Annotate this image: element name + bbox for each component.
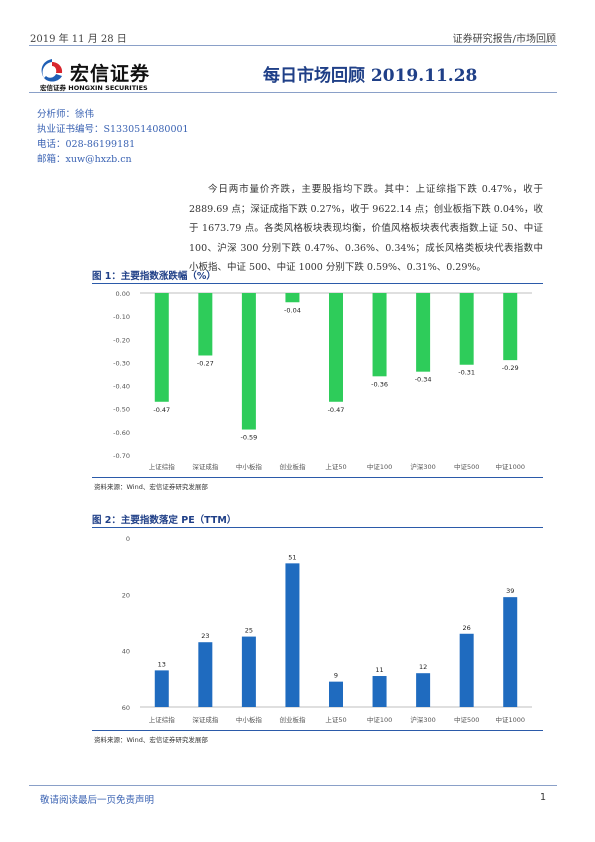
logo-subtitle: 宏信证券 HONGXIN SECURITIES: [40, 84, 148, 92]
figure-1-title: 图 1：主要指数涨跌幅（%）: [92, 271, 216, 282]
license-number: 执业证书编号：S1330514080001: [37, 124, 189, 135]
email[interactable]: 邮箱：xuw@hxzb.cn: [37, 154, 132, 165]
page-number: 1: [540, 792, 547, 803]
bar: [459, 633, 474, 707]
x-tick-label: 中小板指: [236, 462, 263, 471]
bar: [198, 293, 213, 356]
bar: [198, 642, 213, 707]
x-tick-label: 中证100: [367, 462, 392, 471]
y-tick-label: 0: [126, 535, 130, 543]
data-label: 39: [506, 587, 514, 595]
x-tick-label: 上证综指: [149, 715, 176, 724]
data-label: 51: [288, 553, 296, 561]
report-date: 2019 年 11 月 28 日: [30, 34, 127, 45]
bar: [416, 673, 431, 707]
bar: [372, 293, 387, 377]
logo-name: 宏信证券: [70, 63, 151, 85]
bar: [329, 293, 343, 402]
figure-2-bottom-rule: [92, 730, 543, 731]
x-tick-label: 创业板指: [279, 715, 306, 724]
x-tick-label: 沪深300: [410, 715, 435, 724]
report-category: 证券研究报告/市场回顾: [452, 34, 556, 45]
data-label: -0.34: [415, 376, 432, 384]
data-label: 26: [463, 624, 471, 632]
x-tick-label: 中证500: [454, 715, 479, 724]
data-label: 13: [158, 660, 166, 668]
data-label: 9: [334, 672, 338, 680]
figure-1-top-rule: [92, 283, 543, 284]
x-tick-label: 中证1000: [495, 462, 525, 471]
data-label: -0.04: [284, 306, 301, 314]
x-tick-label: 上证综指: [149, 462, 176, 471]
bar: [503, 293, 518, 361]
x-tick-label: 上证50: [325, 715, 346, 724]
x-tick-label: 深证成指: [192, 715, 219, 724]
footer-divider: [29, 785, 557, 786]
data-label: 25: [245, 627, 253, 635]
x-tick-label: 创业板指: [279, 462, 306, 471]
figure-2-source: 资料来源：Wind、宏信证券研究发展部: [94, 736, 208, 744]
y-tick-label: -0.40: [113, 383, 130, 391]
data-label: -0.36: [371, 380, 388, 388]
figure-2-title: 图 2：主要指数落定 PE（TTM）: [92, 515, 237, 526]
bar: [285, 293, 300, 303]
data-label: 23: [201, 632, 209, 640]
logo-mark-icon: [41, 59, 63, 82]
figure-2-top-rule: [92, 527, 543, 528]
bar: [154, 670, 169, 707]
y-tick-label: 40: [122, 648, 130, 656]
bar: [285, 563, 300, 707]
analyst: 分析师：徐伟: [37, 109, 95, 120]
figure-1-source: 资料来源：Wind、宏信证券研究发展部: [94, 483, 208, 491]
page-title: 每日市场回顾 2019.11.28: [263, 66, 478, 86]
y-tick-label: -0.10: [113, 313, 130, 321]
chart-index-pe: 0 20 40 60 13 上证综指 23 深证成指 25 中小板指 51 创业板指 9 上证50 11 中证…: [122, 535, 532, 724]
data-label: -0.29: [502, 364, 519, 372]
figure-1-bottom-rule: [92, 477, 543, 478]
bar: [503, 597, 518, 707]
y-tick-label: -0.60: [113, 429, 130, 437]
y-tick-label: -0.20: [113, 336, 130, 344]
data-label: 11: [375, 666, 383, 674]
x-tick-label: 深证成指: [192, 462, 219, 471]
bar: [372, 676, 387, 707]
data-label: 12: [419, 663, 427, 671]
bar: [459, 293, 474, 365]
x-tick-label: 上证50: [325, 462, 346, 471]
data-label: -0.31: [458, 369, 475, 377]
y-tick-label: 60: [122, 704, 130, 712]
y-tick-label: -0.30: [113, 359, 130, 367]
y-tick-label: -0.50: [113, 406, 130, 414]
bar: [241, 636, 256, 707]
data-label: -0.47: [153, 406, 170, 414]
data-label: -0.59: [240, 434, 257, 442]
chart-index-change: 0.00 -0.10 -0.20 -0.30 -0.40 -0.50 -0.60 -0.70 -…: [113, 290, 532, 471]
y-tick-label: -0.70: [113, 452, 130, 460]
x-tick-label: 中证1000: [495, 715, 525, 724]
x-tick-label: 中证100: [367, 715, 392, 724]
header-divider: [29, 45, 557, 46]
y-tick-label: 20: [122, 591, 130, 599]
x-tick-label: 中证500: [454, 462, 479, 471]
footer-disclaimer[interactable]: 敬请阅读最后一页免责声明: [40, 795, 155, 806]
bar: [329, 681, 343, 707]
bar: [154, 293, 169, 402]
x-tick-label: 中小板指: [236, 715, 263, 724]
market-summary: 今日两市量价齐跌，主要股指均下跌。其中：上证综指下跌 0.47%，收于 2889…: [189, 184, 543, 273]
bar: [416, 293, 431, 372]
y-tick-label: 0.00: [116, 290, 130, 298]
title-divider: [29, 92, 557, 93]
bar: [241, 293, 256, 430]
x-tick-label: 沪深300: [410, 462, 435, 471]
data-label: -0.27: [197, 359, 214, 367]
data-label: -0.47: [328, 406, 345, 414]
phone: 电话：028-86199181: [37, 139, 136, 150]
